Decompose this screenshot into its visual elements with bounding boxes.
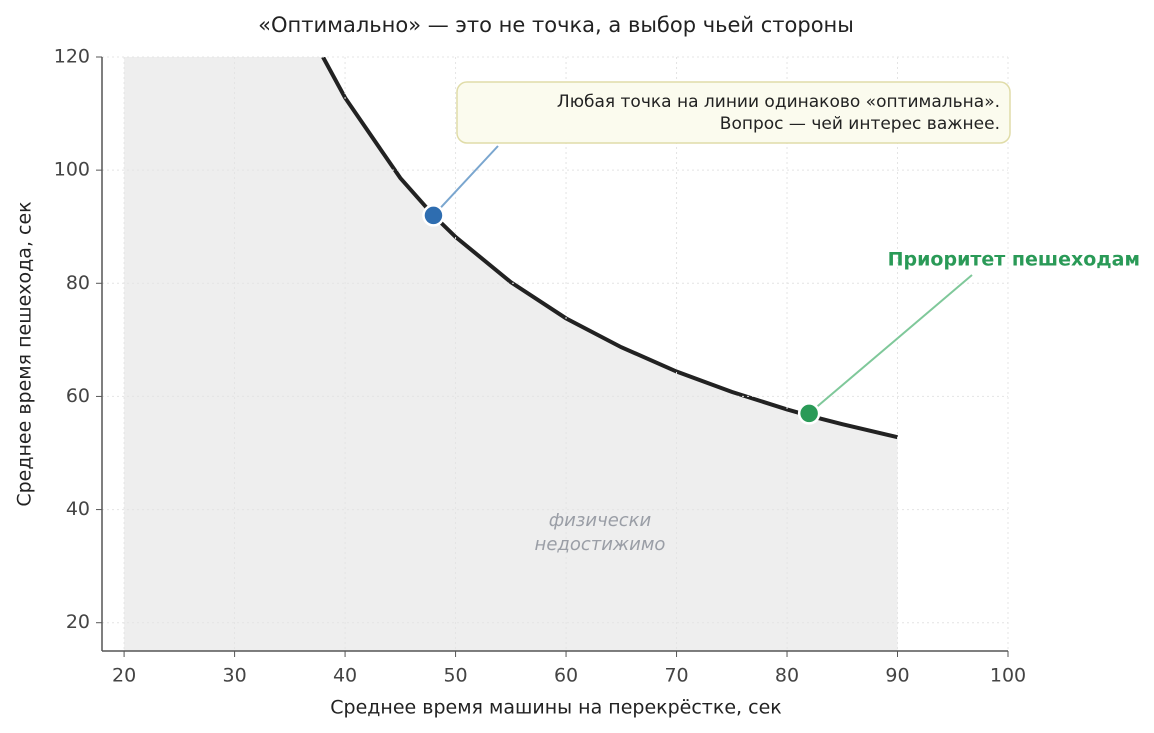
x-tick-label: 20 (112, 665, 136, 687)
annotation-box (456, 81, 1011, 144)
x-tick-label: 40 (333, 665, 357, 687)
y-tick-label: 120 (54, 46, 90, 68)
point (797, 402, 821, 425)
x-axis-label: Среднее время машины на перекрёстке, сек (330, 697, 781, 719)
plot-area (124, 57, 898, 651)
connector (808, 274, 973, 415)
y-tick-label: 100 (54, 159, 90, 181)
y-tick-label: 40 (66, 498, 90, 520)
shade-label: недостижимо (535, 534, 666, 555)
unreachable-area (124, 57, 898, 651)
x-tick-label: 70 (664, 665, 688, 687)
annotation-text: Любая точка на линии одинаково «оптималь… (557, 92, 1000, 112)
y-tick-label: 20 (66, 611, 90, 633)
shade-label: физически (549, 510, 652, 531)
point (422, 204, 445, 227)
x-tick-label: 100 (990, 665, 1026, 687)
x-tick-label: 50 (443, 665, 467, 687)
y-tick-label: 60 (66, 385, 90, 407)
x-tick-label: 90 (885, 665, 909, 687)
connector (432, 145, 499, 217)
x-tick-label: 30 (222, 665, 246, 687)
annotation-text: Вопрос — чей интерес важнее. (720, 114, 1000, 134)
y-tick-label: 80 (66, 272, 90, 294)
y-axis-label: Среднее время пешехода, сек (14, 201, 36, 506)
x-tick-label: 60 (554, 665, 578, 687)
annotation-text: Приоритет пешеходам (888, 249, 1140, 271)
x-tick-label: 80 (775, 665, 799, 687)
chart-title: «Оптимально» — это не точка, а выбор чье… (258, 13, 854, 37)
